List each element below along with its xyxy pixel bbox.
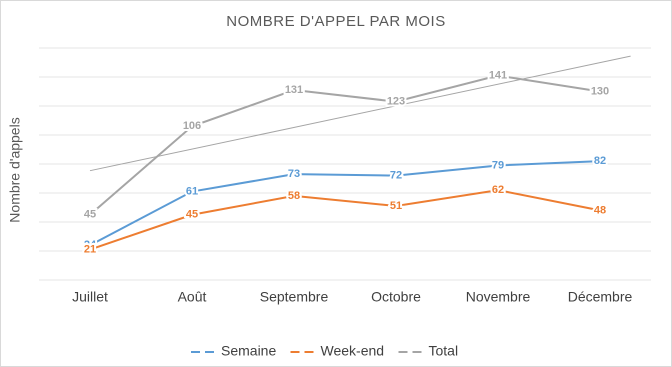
data-label: 45 bbox=[84, 209, 96, 221]
data-label: 131 bbox=[285, 84, 303, 96]
data-label: 48 bbox=[594, 204, 606, 216]
data-label: 82 bbox=[594, 155, 606, 167]
legend-label: Semaine bbox=[221, 343, 276, 359]
data-label: 130 bbox=[591, 85, 609, 97]
x-tick-label: Août bbox=[178, 289, 207, 305]
y-axis-title: Nombre d'appels bbox=[7, 117, 23, 222]
data-label: 73 bbox=[288, 168, 300, 180]
legend-label: Week-end bbox=[321, 343, 385, 359]
data-label: 21 bbox=[84, 243, 96, 255]
x-tick-label: Décembre bbox=[568, 289, 633, 305]
data-label: 79 bbox=[492, 159, 504, 171]
x-tick-label: Septembre bbox=[260, 289, 329, 305]
x-tick-label: Octobre bbox=[371, 289, 421, 305]
data-label: 141 bbox=[489, 69, 507, 81]
x-tick-label: Novembre bbox=[466, 289, 531, 305]
data-label: 62 bbox=[492, 184, 504, 196]
data-label: 106 bbox=[183, 120, 201, 132]
x-tick-label: Juillet bbox=[72, 289, 108, 305]
trendline bbox=[89, 55, 631, 172]
data-label: 123 bbox=[387, 96, 405, 108]
chart-title: NOMBRE D'APPEL PAR MOIS bbox=[226, 13, 445, 30]
data-label: 61 bbox=[186, 185, 198, 197]
series-line bbox=[89, 160, 601, 247]
series-line bbox=[89, 74, 601, 216]
series-line bbox=[89, 189, 601, 251]
data-label: 58 bbox=[288, 190, 300, 202]
legend-label: Total bbox=[429, 343, 459, 359]
data-label: 51 bbox=[390, 200, 402, 212]
data-label: 72 bbox=[390, 170, 402, 182]
data-label: 45 bbox=[186, 209, 198, 221]
